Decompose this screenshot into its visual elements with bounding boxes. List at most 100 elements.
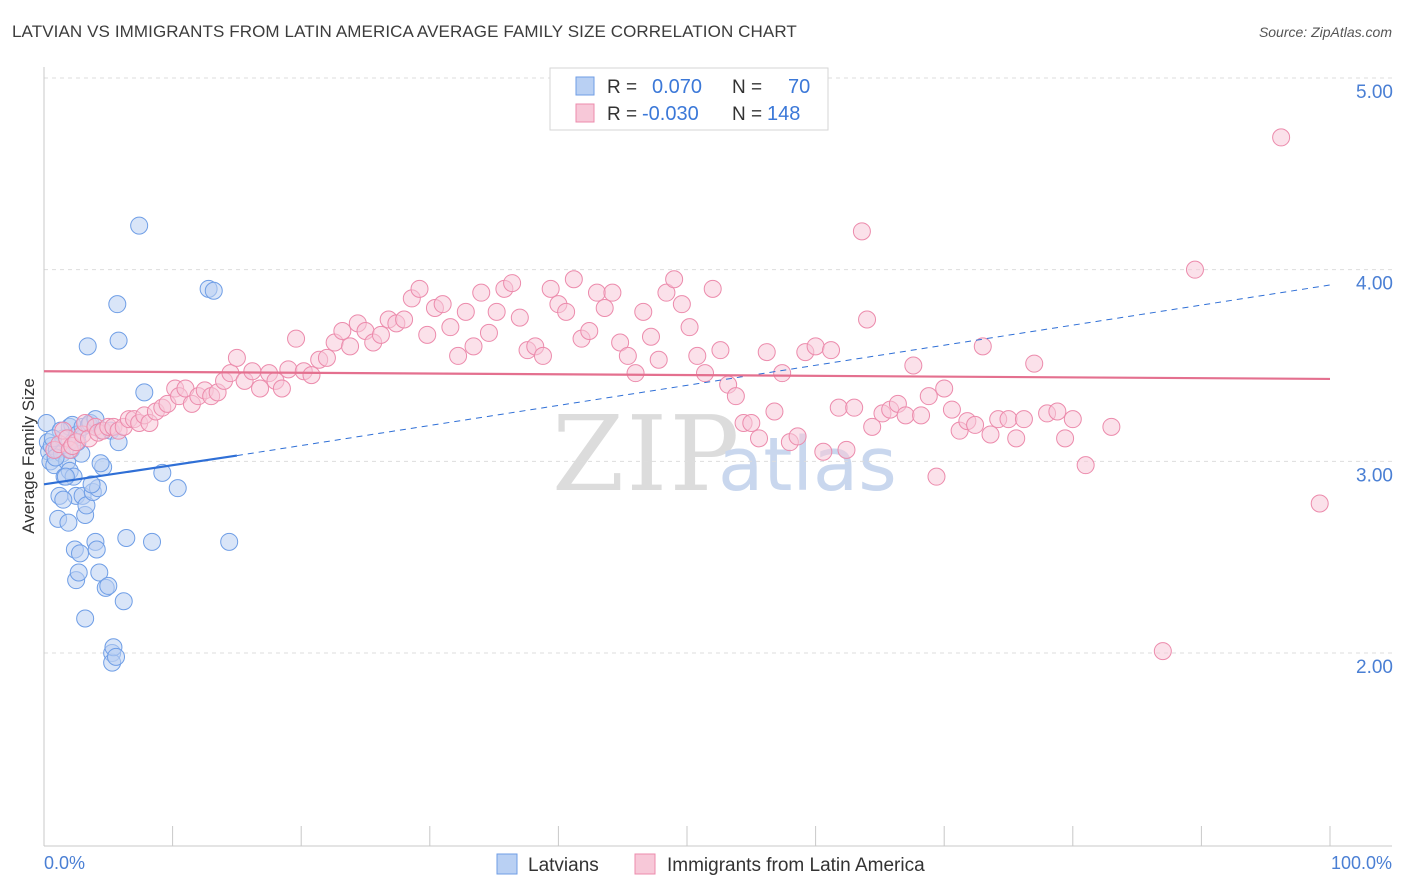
data-point-latin-america: [595, 299, 614, 317]
legend-swatch-latvians: [575, 76, 595, 96]
data-point-latvians: [130, 216, 149, 235]
data-point-latvians: [204, 281, 223, 300]
trend-lines: [43, 284, 1331, 486]
data-point-latin-america: [510, 308, 529, 327]
data-point-latvians: [37, 414, 56, 432]
data-point-latin-america: [279, 360, 298, 379]
data-point-latin-america: [788, 427, 807, 446]
data-point-latin-america: [1153, 642, 1172, 661]
legend-n-value-2: 148: [767, 103, 800, 125]
data-point-latin-america: [1310, 494, 1329, 513]
data-point-latvians: [90, 563, 109, 582]
legend-r-label-1: R =: [607, 77, 637, 98]
data-point-latin-america: [1063, 410, 1082, 429]
data-point-latin-america: [341, 337, 360, 356]
data-point-latvians: [135, 383, 154, 402]
data-point-latin-america: [251, 379, 270, 398]
data-point-latin-america: [441, 318, 460, 337]
data-point-latin-america: [742, 414, 761, 432]
data-point-latvians: [114, 592, 133, 611]
data-point-latin-america: [541, 279, 560, 298]
data-point-latvians: [87, 540, 106, 559]
data-point-latin-america: [927, 467, 946, 486]
data-point-latin-america: [858, 310, 877, 329]
data-point-latin-america: [649, 350, 668, 369]
data-point-latin-america: [912, 406, 931, 425]
data-point-latin-america: [703, 279, 722, 298]
data-point-latin-america: [696, 364, 715, 383]
data-point-latin-america: [814, 442, 833, 461]
data-point-latin-america: [472, 283, 491, 302]
data-point-latin-america: [580, 322, 599, 340]
data-point-latin-america: [287, 329, 306, 348]
data-point-latin-america: [302, 366, 321, 385]
x-ticks: [43, 826, 1331, 846]
data-point-latvians: [109, 331, 128, 350]
data-point-latin-america: [371, 325, 390, 344]
y-tick-labels: 2.00 3.00 4.00 5.00: [1356, 82, 1393, 678]
data-point-latin-america: [806, 337, 825, 356]
data-point-latvians: [99, 576, 118, 595]
data-point-latin-america: [317, 348, 336, 367]
trend-line-latvians-solid: [43, 454, 238, 486]
data-point-latin-america: [464, 337, 483, 356]
data-point-latin-america: [1048, 402, 1067, 421]
legend-swatch-latin-america: [575, 103, 595, 123]
data-point-latin-america: [557, 302, 576, 321]
data-point-latin-america: [845, 398, 864, 417]
data-point-latin-america: [1025, 354, 1044, 373]
data-point-latvians: [168, 479, 187, 498]
data-point-latin-america: [981, 425, 1000, 444]
data-point-latin-america: [765, 402, 784, 421]
bottom-legend-swatch-latvians: [496, 853, 518, 875]
data-point-latin-america: [479, 323, 498, 342]
data-point-latin-america: [837, 440, 856, 459]
y-axis-label: Average Family Size: [19, 378, 38, 534]
data-point-latin-america: [672, 295, 691, 314]
legend-r-value-1: 0.070: [652, 76, 702, 98]
data-point-latvians: [107, 647, 126, 666]
data-point-latin-america: [829, 398, 848, 417]
data-point-latin-america: [904, 356, 923, 375]
data-point-latin-america: [1014, 410, 1033, 429]
data-point-latvians: [91, 454, 110, 473]
data-point-latin-america: [688, 346, 707, 365]
data-point-latin-america: [657, 283, 676, 302]
data-point-latin-america: [935, 379, 954, 398]
data-point-latin-america: [665, 270, 684, 289]
data-point-latin-america: [227, 348, 246, 367]
data-point-latin-america: [587, 283, 606, 302]
data-point-latin-america: [863, 417, 882, 436]
trend-line-latin-america: [43, 370, 1331, 381]
legend-n-value-1: 70: [788, 76, 810, 98]
source-credit: Source: ZipAtlas.com: [1258, 24, 1392, 40]
data-point-latvians: [108, 295, 127, 314]
data-point-latin-america: [919, 387, 938, 406]
data-point-latin-america: [433, 295, 452, 314]
data-point-latvians: [153, 463, 172, 482]
latin-america-points: [45, 128, 1329, 661]
data-point-latin-america: [564, 270, 583, 289]
data-point-latin-america: [999, 410, 1018, 429]
data-point-latin-america: [773, 364, 792, 383]
data-point-latin-america: [456, 302, 475, 321]
legend-n-label-2: N =: [732, 104, 762, 125]
watermark-atlas: atlas: [718, 422, 897, 508]
data-point-latvians: [78, 337, 97, 356]
data-point-latvians: [71, 544, 90, 563]
bottom-legend-label-latin-america: Immigrants from Latin America: [667, 855, 925, 876]
data-point-latvians: [82, 475, 101, 494]
data-point-latin-america: [503, 274, 522, 293]
x-tick-label-min: 0.0%: [44, 853, 85, 873]
data-point-latin-america: [1076, 456, 1095, 475]
data-point-latin-america: [333, 322, 352, 340]
y-tick-label: 4.00: [1356, 274, 1393, 295]
data-point-latin-america: [1272, 128, 1291, 147]
data-point-latin-america: [449, 346, 468, 365]
x-tick-label-max: 100.0%: [1331, 853, 1392, 873]
legend-n-label-1: N =: [732, 77, 762, 98]
data-point-latin-america: [603, 283, 622, 302]
series-legend: Latvians Immigrants from Latin America: [496, 853, 925, 876]
data-point-latin-america: [1056, 429, 1075, 448]
